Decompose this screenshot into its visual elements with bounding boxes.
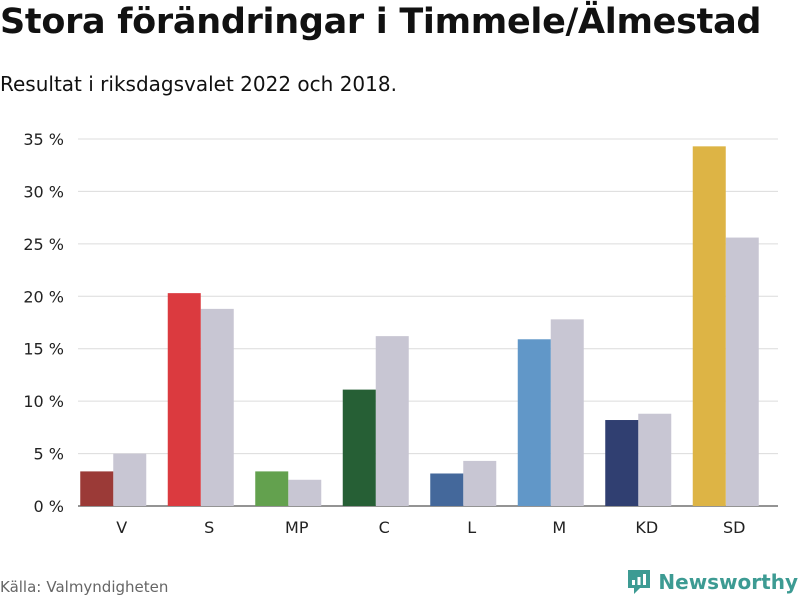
- y-tick-label: 35 %: [23, 130, 64, 149]
- y-tick-label: 10 %: [23, 392, 64, 411]
- source-prefix: Källa:: [0, 578, 42, 596]
- y-tick-label: 20 %: [23, 287, 64, 306]
- brand-name: Newsworthy: [658, 570, 798, 594]
- x-tick-label-s: S: [204, 518, 214, 537]
- bar-2022-kd: [605, 420, 639, 506]
- source-note: Källa: Valmyndigheten: [0, 578, 168, 596]
- bar-2022-s: [167, 293, 201, 506]
- x-axis-labels: V S MP C L M KD SD: [116, 518, 745, 537]
- bar-2022-c: [342, 389, 376, 506]
- y-tick-label: 15 %: [23, 340, 64, 359]
- y-tick-label: 30 %: [23, 182, 64, 201]
- y-axis-ticks: 0 % 5 % 10 % 15 % 20 % 25 % 30 % 35 %: [23, 130, 64, 516]
- y-tick-label: 5 %: [34, 445, 64, 464]
- x-tick-label-v: V: [116, 518, 127, 537]
- x-tick-label-kd: KD: [635, 518, 658, 537]
- source-name: Valmyndigheten: [46, 578, 169, 596]
- bar-2018-l: [463, 460, 497, 506]
- chart-title: Stora förändringar i Timmele/Älmestad: [0, 2, 762, 42]
- bar-2018-mp: [288, 479, 322, 506]
- bar-2022-sd: [692, 146, 726, 506]
- bars: [80, 146, 759, 506]
- bar-2018-c: [375, 336, 409, 506]
- y-tick-label: 0 %: [34, 497, 64, 516]
- x-tick-label-c: C: [379, 518, 390, 537]
- x-tick-label-mp: MP: [285, 518, 309, 537]
- bar-2022-m: [517, 339, 551, 506]
- bar-2018-kd: [638, 413, 672, 506]
- bar-2018-m: [550, 319, 584, 506]
- x-tick-label-sd: SD: [723, 518, 745, 537]
- bar-chart-icon: [628, 570, 651, 594]
- bar-2022-l: [430, 473, 464, 506]
- bar-2022-v: [80, 471, 114, 506]
- x-tick-label-l: L: [467, 518, 476, 537]
- bar-2018-v: [113, 453, 147, 506]
- y-tick-label: 25 %: [23, 235, 64, 254]
- brand-logo[interactable]: Newsworthy: [626, 568, 798, 596]
- bar-2018-s: [200, 308, 234, 506]
- bar-2022-mp: [255, 471, 289, 506]
- x-tick-label-m: M: [552, 518, 566, 537]
- bar-2018-sd: [725, 237, 759, 506]
- chart-subtitle: Resultat i riksdagsvalet 2022 och 2018.: [0, 72, 397, 96]
